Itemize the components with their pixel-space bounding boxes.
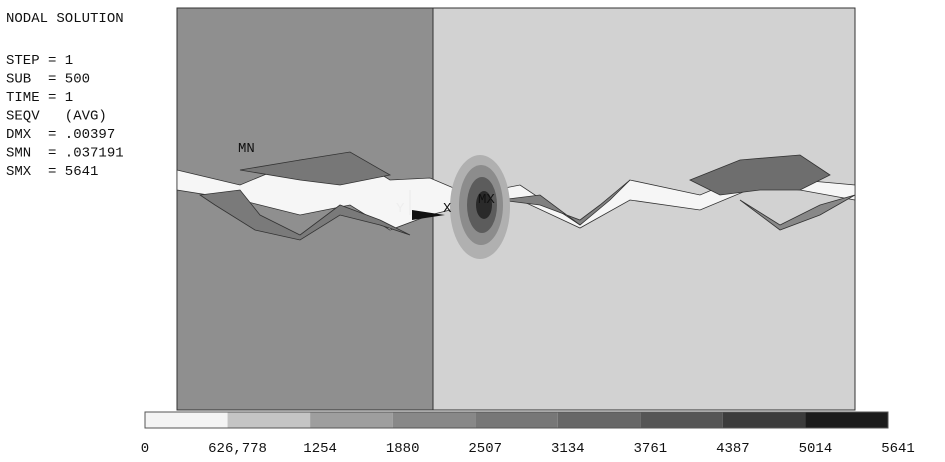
legend-band [805,412,888,428]
legend-label: 5641 [881,441,915,457]
min-label: MN [238,141,255,157]
legend-label: 4387 [716,441,750,457]
legend-label: 2507 [468,441,502,457]
legend-band [640,412,723,428]
legend-label: 626,778 [208,441,267,457]
info-line: SEQV (AVG) [6,109,107,125]
legend-label: 0 [141,441,149,457]
legend-label: 3761 [634,441,668,457]
title: NODAL SOLUTION [6,11,124,27]
axis-x-label: X [443,201,452,217]
legend-band [310,412,393,428]
legend-label: 3134 [551,441,585,457]
legend-band [228,412,311,428]
legend-band [475,412,558,428]
info-line: TIME = 1 [6,90,73,106]
axis-y-label: Y [396,201,405,217]
info-line: DMX = .00397 [6,127,115,143]
legend-label: 5014 [799,441,833,457]
legend-label: 1254 [303,441,337,457]
legend-label: 1880 [386,441,420,457]
legend: 0 626,778 1254 1880 2507 3134 3761 4387 5014 5641 [141,412,915,457]
info-block: STEP = 1 SUB = 500 TIME = 1 SEQV (AVG) DMX =… [6,53,124,180]
legend-band [393,412,476,428]
max-label: MX [478,192,495,208]
info-line: SMN = .037191 [6,146,124,162]
legend-band [558,412,641,428]
info-line: SMX = 5641 [6,164,98,180]
legend-band [723,412,806,428]
info-line: SUB = 500 [6,72,90,88]
legend-band [145,412,228,428]
info-line: STEP = 1 [6,53,73,69]
screen: MN MX Y X NODAL SOLUTION STEP = 1 SUB = 5… [0,0,945,457]
